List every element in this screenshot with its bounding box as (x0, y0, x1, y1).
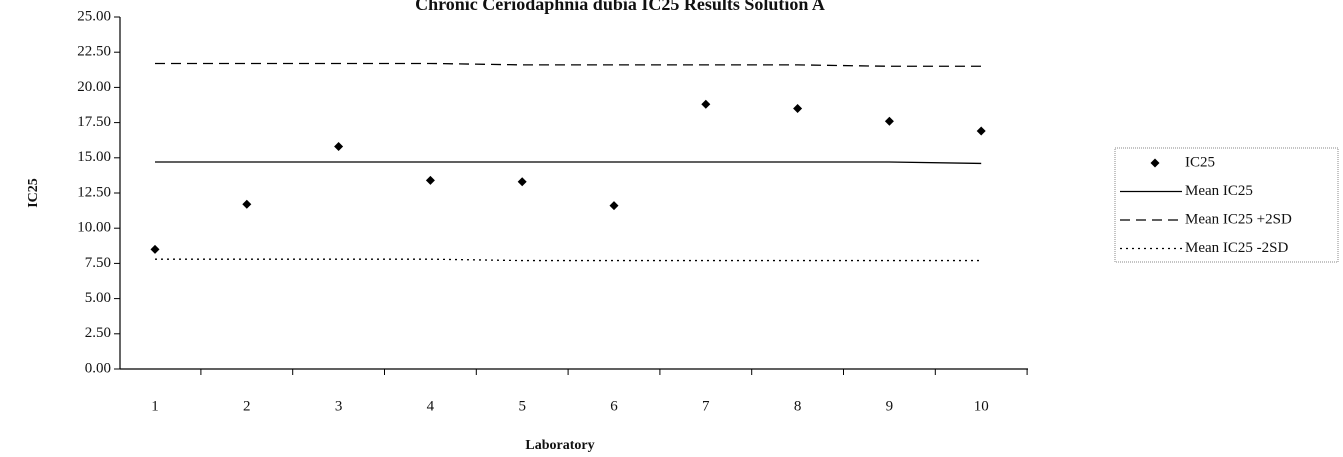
legend-label: Mean IC25 +2SD (1185, 211, 1292, 227)
legend-marker (1150, 158, 1160, 168)
data-point (517, 177, 527, 187)
y-tick-label: 15.00 (77, 149, 111, 165)
x-tick-label: 8 (794, 398, 802, 414)
x-axis-label: Laboratory (525, 438, 594, 453)
data-point (701, 99, 711, 109)
data-point (150, 244, 160, 254)
y-tick-label: 17.50 (77, 114, 111, 130)
y-tick-label: 7.50 (85, 255, 111, 271)
data-point (242, 199, 252, 209)
y-axis-label: IC25 (26, 178, 41, 208)
legend-box (1114, 147, 1339, 263)
data-point (793, 104, 803, 114)
series-line (155, 258, 982, 262)
x-tick-label: 7 (702, 398, 710, 414)
data-point (884, 116, 894, 126)
y-tick-label: 25.00 (77, 8, 111, 24)
x-tick-label: 2 (243, 398, 251, 414)
series-line (155, 62, 982, 67)
y-tick-label: 12.50 (77, 184, 111, 200)
y-tick-label: 0.00 (85, 360, 111, 376)
x-tick-label: 6 (610, 398, 618, 414)
x-tick-label: 1 (151, 398, 159, 414)
data-point (425, 175, 435, 185)
x-tick-label: 5 (518, 398, 526, 414)
legend-label: IC25 (1185, 154, 1215, 170)
x-tick-label: 9 (886, 398, 894, 414)
y-tick-label: 20.00 (77, 79, 111, 95)
series-line (155, 161, 982, 165)
data-point (334, 142, 344, 152)
x-tick-label: 3 (335, 398, 343, 414)
y-tick-label: 5.00 (85, 290, 111, 306)
x-tick-label: 10 (974, 398, 989, 414)
data-point (609, 201, 619, 211)
legend-label: Mean IC25 (1185, 183, 1253, 199)
chart-title: Chronic Ceriodaphnia dubia IC25 Results … (415, 0, 825, 14)
y-tick-label: 22.50 (77, 44, 111, 60)
legend-label: Mean IC25 -2SD (1185, 240, 1288, 256)
x-tick-label: 4 (427, 398, 435, 414)
data-point (976, 126, 986, 136)
y-tick-label: 2.50 (85, 325, 111, 341)
y-tick-label: 10.00 (77, 220, 111, 236)
